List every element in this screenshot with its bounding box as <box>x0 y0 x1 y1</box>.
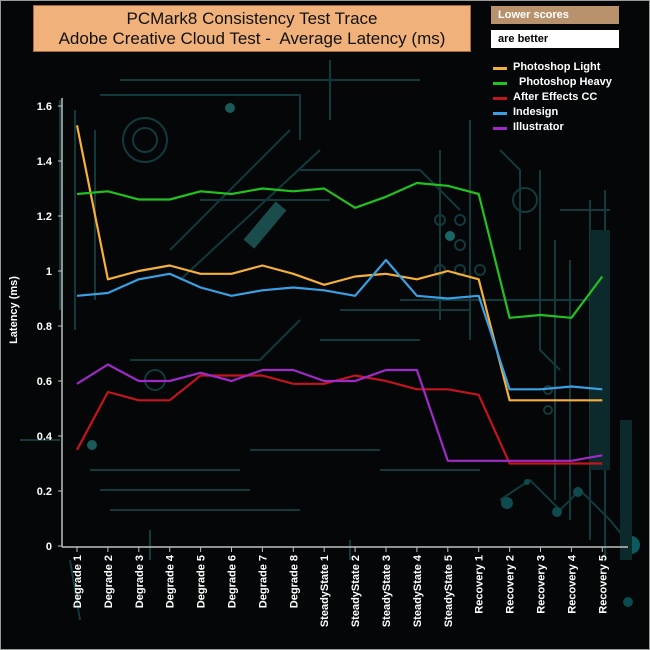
x-tick-label: Degrade 4 <box>165 554 177 608</box>
note-lower-scores: Lower scores <box>491 6 619 24</box>
y-tick-label: 1.4 <box>37 156 53 168</box>
y-tick-label: 1.6 <box>37 101 52 113</box>
y-tick-label: 0.6 <box>37 376 52 388</box>
legend-swatch <box>493 127 507 130</box>
circuit-background <box>20 60 640 621</box>
x-tick-label: SteadyState 5 <box>443 555 455 627</box>
series-line-indesign <box>76 258 603 391</box>
x-tick-label: Degrade 5 <box>196 555 208 608</box>
legend-label: Indesign <box>513 106 559 118</box>
y-axis-ticks: 0 0.2 0.4 0.6 0.8 1 1.2 1.4 1.6 <box>37 101 62 553</box>
x-tick-label: SteadyState 2 <box>350 555 362 627</box>
legend-label: Photoshop Heavy <box>519 76 612 88</box>
x-tick-label: Recovery 4 <box>566 554 578 614</box>
x-tick-label: Degrade 3 <box>134 555 146 608</box>
x-tick-label: Degrade 1 <box>72 555 84 608</box>
y-tick-label: 0.8 <box>37 321 52 333</box>
chart-subtitle: Adobe Creative Cloud Test - Average Late… <box>58 29 446 48</box>
chart-title-box: PCMark8 Consistency Test Trace Adobe Cre… <box>33 5 471 52</box>
y-tick-label: 0.4 <box>37 431 53 443</box>
note-are-better: are better <box>491 30 619 48</box>
x-tick-label: Recovery 1 <box>474 555 486 614</box>
x-tick-label: Degrade 2 <box>103 555 115 608</box>
x-tick-label: SteadyState 3 <box>381 555 393 627</box>
x-tick-label: Recovery 3 <box>536 555 548 614</box>
legend-swatch <box>493 82 507 85</box>
legend-label: Illustrator <box>513 121 564 133</box>
legend-swatch <box>493 67 507 70</box>
x-tick-label: Recovery 5 <box>597 555 609 614</box>
series-layer <box>75 125 604 465</box>
legend-swatch <box>493 112 507 115</box>
x-tick-label: SteadyState 1 <box>319 555 331 627</box>
y-axis-label: Latency (ms) <box>8 276 20 344</box>
x-tick-label: SteadyState 4 <box>412 554 424 627</box>
x-axis-ticks: Degrade 1 Degrade 2 Degrade 3 Degrade 4 Degr… <box>72 547 609 627</box>
chart-title: PCMark8 Consistency Test Trace <box>126 9 378 28</box>
chart-axes <box>61 98 628 548</box>
legend-label: Photoshop Light <box>513 61 601 73</box>
x-tick-label: Degrade 7 <box>257 555 269 608</box>
legend-label: After Effects CC <box>513 91 598 103</box>
y-tick-label: 1.2 <box>37 211 52 223</box>
y-tick-label: 1 <box>46 266 52 278</box>
x-tick-label: Degrade 8 <box>288 555 300 608</box>
y-tick-label: 0 <box>46 541 52 553</box>
series-line-photoshop-heavy <box>76 181 604 319</box>
legend-swatch <box>493 97 507 100</box>
series-line-photoshop-light <box>75 125 603 402</box>
series-line-after-effects-cc <box>76 374 603 465</box>
x-tick-label: Degrade 6 <box>227 555 239 608</box>
series-line-illustrator <box>76 363 603 462</box>
x-tick-label: Recovery 2 <box>505 555 517 614</box>
y-tick-label: 0.2 <box>37 486 52 498</box>
